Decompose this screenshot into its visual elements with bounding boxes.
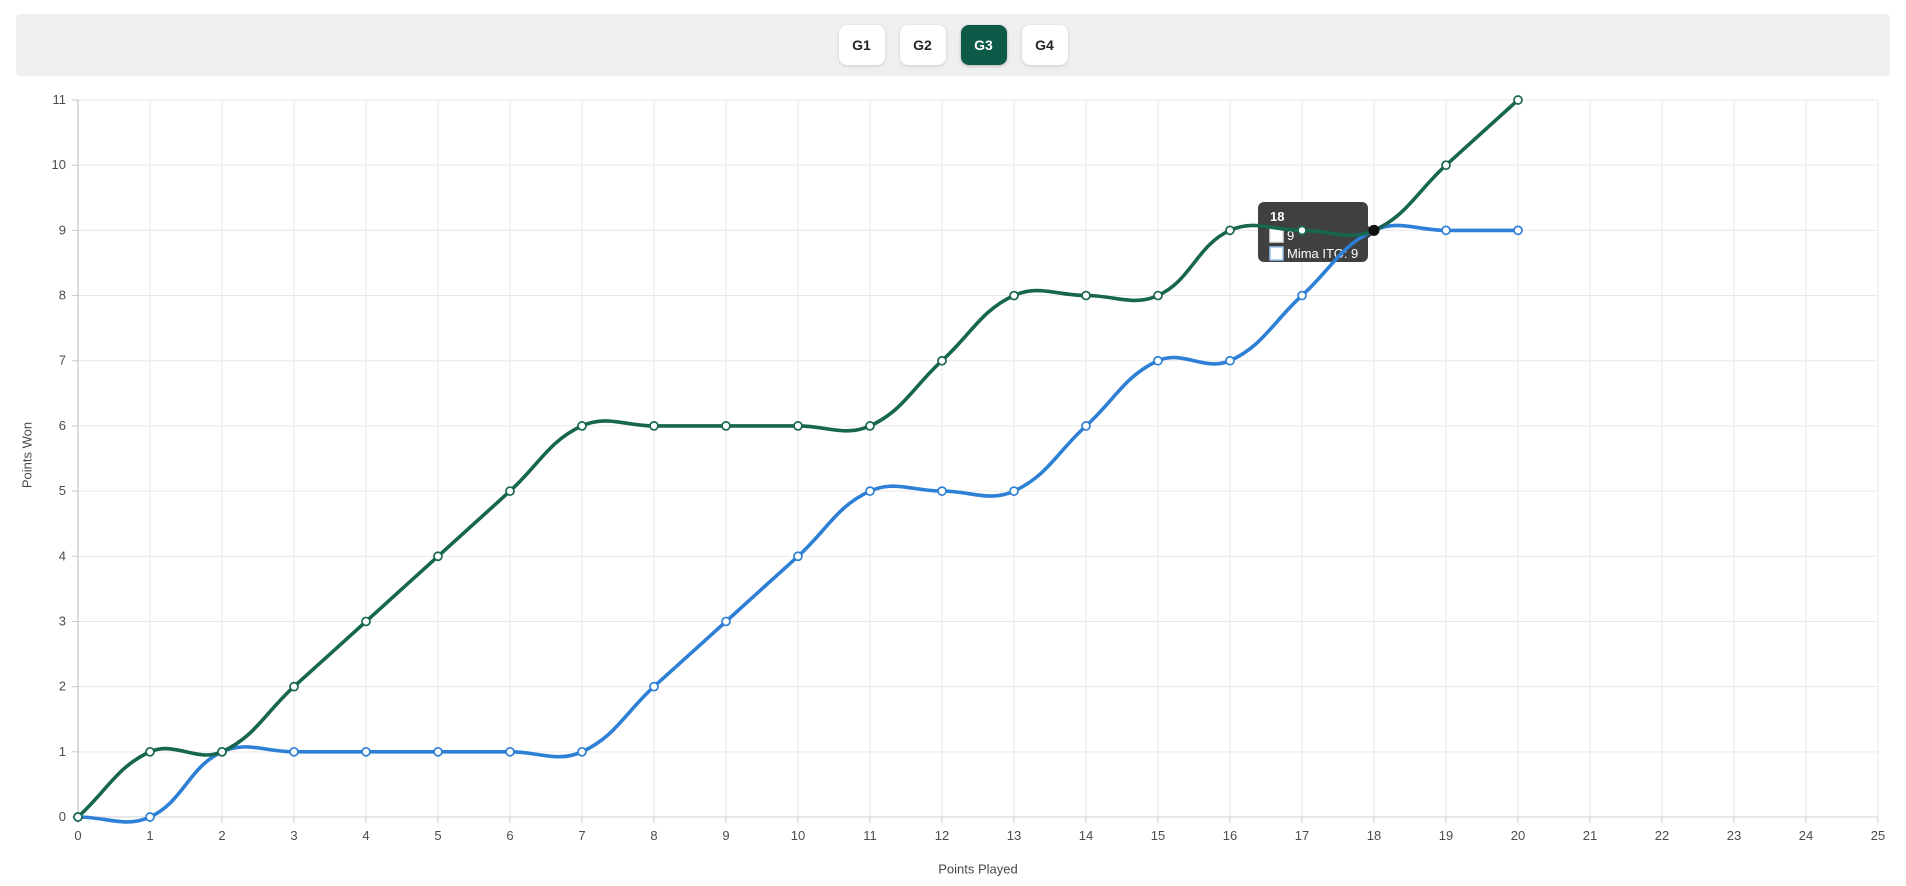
y-tick-label: 7 <box>59 353 66 368</box>
x-tick-label: 9 <box>722 828 729 843</box>
data-point[interactable] <box>577 746 587 757</box>
data-point[interactable] <box>217 746 227 757</box>
data-point[interactable] <box>1225 355 1235 366</box>
x-tick-label: 0 <box>74 828 81 843</box>
data-point[interactable] <box>145 812 155 822</box>
data-point[interactable] <box>145 746 155 757</box>
data-point[interactable] <box>793 551 803 562</box>
data-point[interactable] <box>361 616 371 627</box>
data-point[interactable] <box>1081 421 1091 431</box>
y-tick-label: 0 <box>59 809 66 824</box>
x-tick-label: 15 <box>1151 828 1165 843</box>
x-tick-label: 18 <box>1367 828 1381 843</box>
x-tick-label: 3 <box>290 828 297 843</box>
data-point[interactable] <box>1081 290 1091 301</box>
x-tick-label: 11 <box>863 828 877 843</box>
y-tick-label: 4 <box>59 548 66 563</box>
data-point[interactable] <box>1513 225 1523 236</box>
x-tick-label: 13 <box>1007 828 1021 843</box>
data-point[interactable] <box>505 746 515 757</box>
data-point[interactable] <box>865 421 875 431</box>
y-axis-title: Points Won <box>19 421 35 489</box>
tab-g1[interactable]: G1 <box>838 25 885 65</box>
x-tick-label: 16 <box>1223 828 1237 843</box>
data-point[interactable] <box>937 355 947 366</box>
y-tick-label: 9 <box>59 222 66 237</box>
x-tick-label: 2 <box>218 828 225 843</box>
data-point[interactable] <box>649 681 659 692</box>
data-point[interactable] <box>1009 290 1019 301</box>
data-point[interactable] <box>433 746 443 757</box>
x-tick-label: 10 <box>791 828 805 843</box>
x-tick-label: 1 <box>146 828 153 843</box>
tab-g4[interactable]: G4 <box>1021 25 1068 65</box>
data-point[interactable] <box>289 681 299 692</box>
x-tick-label: 7 <box>578 828 585 843</box>
hovered-data-point[interactable] <box>1368 224 1380 236</box>
tooltip-color-box <box>1269 246 1284 261</box>
x-tick-label: 4 <box>362 828 369 843</box>
y-tick-label: 11 <box>53 92 67 107</box>
data-point[interactable] <box>577 421 587 431</box>
x-tick-label: 14 <box>1079 828 1093 843</box>
data-point[interactable] <box>73 812 83 822</box>
x-tick-label: 17 <box>1295 828 1309 843</box>
data-point[interactable] <box>505 486 515 496</box>
tooltip-row-label: 9 <box>1287 228 1294 243</box>
x-tick-label: 22 <box>1655 828 1669 843</box>
data-point[interactable] <box>937 486 947 496</box>
y-tick-label: 8 <box>59 288 66 303</box>
tab-g3[interactable]: G3 <box>960 25 1007 65</box>
tooltip-row-label: Mima ITO: 9 <box>1287 246 1358 261</box>
data-point[interactable] <box>1297 290 1307 301</box>
tooltip-color-box <box>1269 228 1284 243</box>
x-tick-label: 25 <box>1871 828 1885 843</box>
x-tick-label: 12 <box>935 828 949 843</box>
x-tick-label: 5 <box>434 828 441 843</box>
y-tick-label: 10 <box>52 157 66 172</box>
data-point[interactable] <box>1441 225 1451 236</box>
data-point[interactable] <box>865 486 875 496</box>
data-point[interactable] <box>1153 290 1163 301</box>
x-tick-label: 24 <box>1799 828 1813 843</box>
y-tick-label: 3 <box>59 613 66 628</box>
game-tab-bar: G1 G2 G3 G4 <box>16 14 1890 76</box>
x-tick-label: 6 <box>506 828 513 843</box>
data-point[interactable] <box>1441 160 1451 171</box>
x-tick-label: 19 <box>1439 828 1453 843</box>
data-point[interactable] <box>649 421 659 431</box>
x-tick-label: 21 <box>1583 828 1597 843</box>
data-point[interactable] <box>289 746 299 757</box>
data-point[interactable] <box>433 551 443 562</box>
data-point[interactable] <box>1513 95 1523 105</box>
chart-area[interactable]: 0 1 2 3 4 5 6 7 8 9 10 11 12 13 14 15 16 17 18 19 20 21 22 23 24… <box>0 80 1906 886</box>
data-point[interactable] <box>721 421 731 431</box>
y-tick-label: 2 <box>59 679 66 694</box>
data-point[interactable] <box>793 421 803 431</box>
data-point[interactable] <box>1297 225 1307 236</box>
x-tick-label: 23 <box>1727 828 1741 843</box>
data-point[interactable] <box>1225 225 1235 236</box>
data-point[interactable] <box>361 746 371 757</box>
y-tick-label: 6 <box>59 418 66 433</box>
tooltip-title: 18 <box>1270 209 1284 224</box>
data-point[interactable] <box>1009 486 1019 496</box>
score-progression-chart[interactable]: 0 1 2 3 4 5 6 7 8 9 10 11 12 13 14 15 16 17 18 19 20 21 22 23 24… <box>0 80 1906 886</box>
data-point[interactable] <box>721 616 731 627</box>
y-tick-label: 1 <box>59 744 66 759</box>
x-tick-label: 8 <box>650 828 657 843</box>
series-line-Mima ITO <box>76 223 1520 824</box>
x-axis-title: Points Played <box>938 861 1018 877</box>
tab-g2[interactable]: G2 <box>899 25 946 65</box>
y-tick-label: 5 <box>59 483 66 498</box>
x-tick-label: 20 <box>1511 828 1525 843</box>
data-point[interactable] <box>1153 355 1163 366</box>
